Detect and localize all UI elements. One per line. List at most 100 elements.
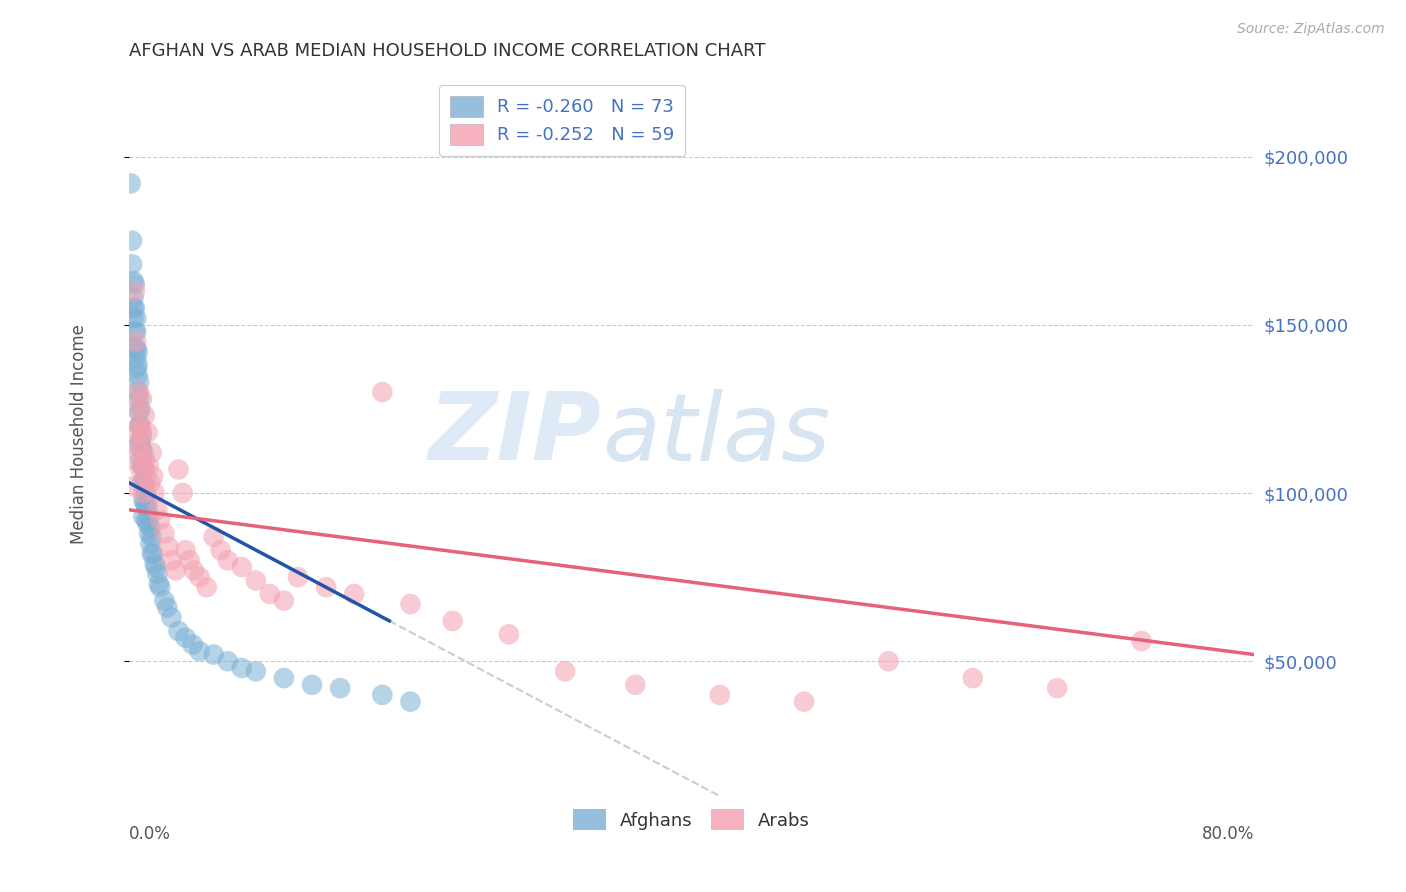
Point: [128, 405, 150, 419]
Point: [1130, 634, 1153, 648]
Point: [160, 610, 183, 624]
Point: [245, 665, 267, 679]
Point: [131, 475, 153, 490]
Point: [188, 644, 211, 658]
Point: [124, 301, 146, 315]
Point: [124, 325, 146, 339]
Point: [315, 580, 337, 594]
Point: [122, 311, 145, 326]
Point: [125, 311, 148, 326]
Text: Median Household Income: Median Household Income: [70, 324, 87, 544]
Point: [129, 462, 152, 476]
Point: [132, 459, 155, 474]
Point: [125, 325, 148, 339]
Point: [399, 597, 422, 611]
Point: [148, 577, 170, 591]
Point: [131, 425, 153, 440]
Point: [132, 459, 155, 474]
Point: [127, 358, 149, 372]
Text: ZIP: ZIP: [429, 388, 602, 480]
Point: [287, 570, 309, 584]
Point: [371, 385, 394, 400]
Point: [301, 678, 323, 692]
Point: [121, 452, 143, 467]
Point: [231, 560, 253, 574]
Point: [122, 274, 145, 288]
Point: [135, 486, 157, 500]
Point: [142, 547, 165, 561]
Point: [165, 563, 187, 577]
Point: [554, 665, 576, 679]
Point: [122, 479, 145, 493]
Point: [129, 452, 152, 467]
Point: [125, 351, 148, 366]
Point: [121, 234, 143, 248]
Point: [202, 530, 225, 544]
Point: [127, 439, 149, 453]
Point: [132, 509, 155, 524]
Point: [128, 385, 150, 400]
Point: [138, 509, 160, 524]
Point: [125, 401, 148, 416]
Point: [139, 536, 162, 550]
Point: [127, 368, 149, 383]
Point: [157, 540, 180, 554]
Point: [202, 648, 225, 662]
Point: [129, 418, 152, 433]
Point: [135, 469, 157, 483]
Point: [174, 543, 197, 558]
Point: [195, 580, 218, 594]
Point: [124, 277, 146, 292]
Point: [167, 624, 190, 638]
Point: [129, 401, 152, 416]
Point: [141, 530, 163, 544]
Point: [136, 516, 159, 531]
Point: [132, 445, 155, 459]
Text: AFGHAN VS ARAB MEDIAN HOUSEHOLD INCOME CORRELATION CHART: AFGHAN VS ARAB MEDIAN HOUSEHOLD INCOME C…: [129, 42, 766, 60]
Point: [131, 429, 153, 443]
Point: [128, 418, 150, 433]
Point: [343, 587, 366, 601]
Point: [132, 492, 155, 507]
Point: [129, 435, 152, 450]
Point: [217, 654, 239, 668]
Point: [127, 344, 149, 359]
Point: [131, 392, 153, 406]
Point: [188, 570, 211, 584]
Point: [399, 695, 422, 709]
Point: [143, 486, 166, 500]
Point: [149, 513, 172, 527]
Point: [793, 695, 815, 709]
Point: [132, 475, 155, 490]
Point: [134, 479, 156, 493]
Point: [181, 637, 204, 651]
Point: [217, 553, 239, 567]
Point: [134, 452, 156, 467]
Point: [156, 600, 179, 615]
Point: [145, 560, 167, 574]
Point: [141, 445, 163, 459]
Point: [139, 475, 162, 490]
Point: [153, 526, 176, 541]
Point: [122, 291, 145, 305]
Point: [962, 671, 984, 685]
Point: [134, 462, 156, 476]
Point: [153, 593, 176, 607]
Point: [245, 574, 267, 588]
Point: [498, 627, 520, 641]
Point: [138, 526, 160, 541]
Point: [371, 688, 394, 702]
Point: [167, 462, 190, 476]
Point: [149, 580, 172, 594]
Point: [125, 361, 148, 376]
Point: [125, 342, 148, 356]
Point: [128, 375, 150, 389]
Point: [441, 614, 464, 628]
Point: [624, 678, 647, 692]
Point: [179, 553, 201, 567]
Point: [131, 442, 153, 457]
Point: [129, 442, 152, 457]
Point: [1046, 681, 1069, 695]
Point: [134, 496, 156, 510]
Point: [174, 631, 197, 645]
